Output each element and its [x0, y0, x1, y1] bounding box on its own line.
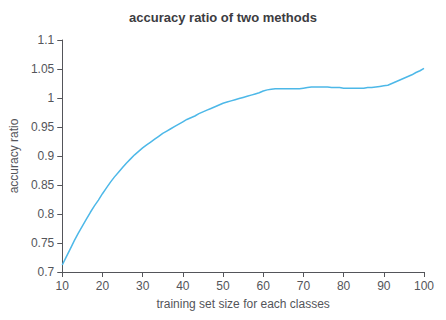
svg-text:70: 70 — [297, 279, 311, 293]
svg-text:100: 100 — [414, 279, 434, 293]
svg-text:40: 40 — [176, 279, 190, 293]
svg-text:90: 90 — [377, 279, 391, 293]
svg-text:20: 20 — [96, 279, 110, 293]
svg-text:60: 60 — [257, 279, 271, 293]
svg-text:0.75: 0.75 — [31, 236, 55, 250]
svg-text:training set size for each cla: training set size for each classes — [156, 297, 329, 311]
svg-text:80: 80 — [337, 279, 351, 293]
svg-text:1: 1 — [48, 91, 55, 105]
svg-text:accuracy ratio of two methods: accuracy ratio of two methods — [129, 10, 317, 25]
svg-text:1.05: 1.05 — [31, 62, 55, 76]
svg-text:50: 50 — [216, 279, 230, 293]
svg-text:0.7: 0.7 — [38, 265, 55, 279]
svg-text:0.8: 0.8 — [38, 207, 55, 221]
svg-text:0.85: 0.85 — [31, 178, 55, 192]
svg-text:1.1: 1.1 — [38, 33, 55, 47]
svg-text:10: 10 — [56, 279, 70, 293]
svg-text:accuracy ratio: accuracy ratio — [7, 118, 21, 193]
svg-text:0.9: 0.9 — [38, 149, 55, 163]
svg-text:30: 30 — [136, 279, 150, 293]
svg-text:0.95: 0.95 — [31, 120, 55, 134]
